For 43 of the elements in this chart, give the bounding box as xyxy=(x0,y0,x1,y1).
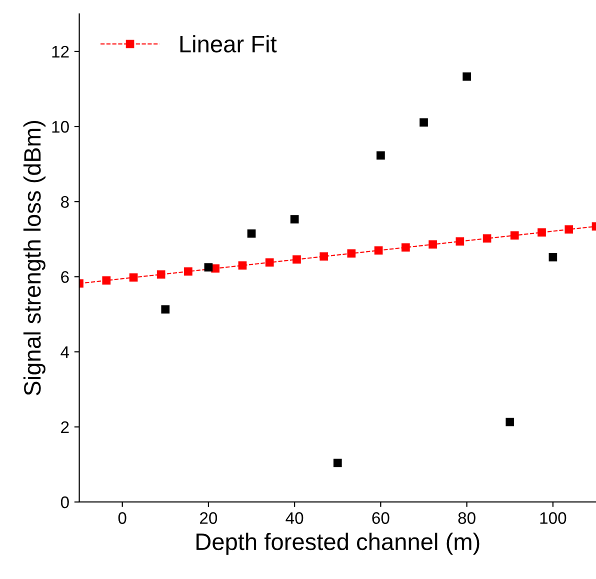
point xyxy=(428,240,437,249)
point xyxy=(374,246,383,255)
point xyxy=(506,418,514,426)
point xyxy=(184,267,192,276)
point xyxy=(102,276,111,285)
legend-label: Linear Fit xyxy=(180,35,277,52)
y-axis-title: Signal strength loss (dBm) xyxy=(23,120,46,396)
point xyxy=(238,261,247,270)
x-tick-label: 80 xyxy=(458,512,476,524)
y-tick-label: 6 xyxy=(61,271,69,283)
x-tick-label: 0 xyxy=(118,512,126,524)
point xyxy=(292,255,301,264)
point xyxy=(247,229,256,238)
point xyxy=(156,270,166,279)
point xyxy=(204,263,213,272)
y-tick-label: 8 xyxy=(61,196,69,208)
y-tick-label: 10 xyxy=(52,120,69,133)
y-tick-label: 4 xyxy=(60,346,70,358)
point xyxy=(462,72,471,81)
point xyxy=(265,258,274,267)
point xyxy=(548,253,558,262)
point xyxy=(333,458,342,468)
point xyxy=(290,215,299,224)
x-tick-label: 20 xyxy=(200,512,218,524)
point xyxy=(456,237,464,246)
point xyxy=(420,118,428,127)
point xyxy=(347,249,356,258)
y-tick-label: 12 xyxy=(52,46,69,58)
x-tick-label: 100 xyxy=(540,512,566,524)
y-tick-label: 0 xyxy=(60,496,69,508)
x-axis-title: Depth forested channel (m) xyxy=(196,532,480,555)
point xyxy=(538,228,546,237)
y-tick-label: 2 xyxy=(61,421,69,433)
point xyxy=(376,151,385,160)
point xyxy=(161,305,170,314)
point xyxy=(482,234,492,243)
point xyxy=(564,225,574,234)
point xyxy=(510,231,519,240)
x-tick-label: 40 xyxy=(286,512,304,524)
x-tick-label: 60 xyxy=(372,512,390,524)
point xyxy=(320,252,328,261)
point xyxy=(129,273,138,282)
point xyxy=(402,243,410,252)
